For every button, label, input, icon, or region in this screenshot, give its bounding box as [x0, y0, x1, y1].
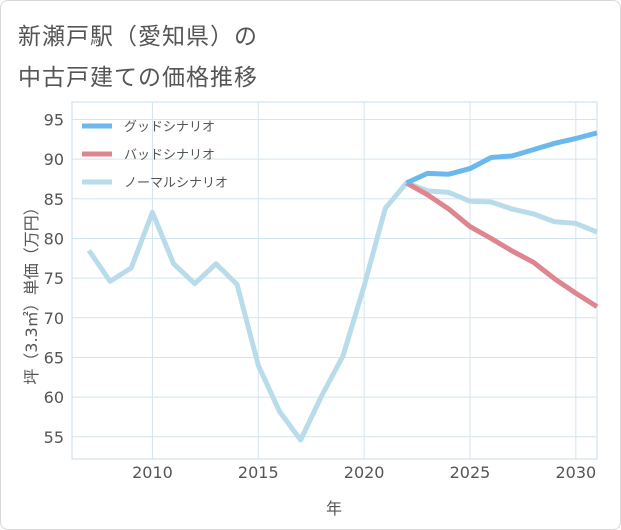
legend-label-2: ノーマルシナリオ	[124, 176, 228, 191]
y-tick-label: 55	[44, 428, 64, 447]
y-tick-label: 70	[44, 309, 64, 328]
series-lines	[86, 130, 599, 443]
x-tick-label: 2025	[450, 463, 491, 482]
x-tick-label: 2020	[344, 463, 385, 482]
x-tick-label: 2010	[132, 463, 173, 482]
x-tick-label: 2015	[238, 463, 279, 482]
y-tick-label: 85	[44, 190, 64, 209]
y-tick-label: 75	[44, 269, 64, 288]
y-tick-label: 90	[44, 150, 64, 169]
y-tick-label: 60	[44, 388, 64, 407]
x-tick-label: 2030	[555, 463, 596, 482]
y-axis-title: 坪（3.3㎡）単価（万円）	[22, 199, 41, 384]
plot-area-border	[71, 101, 598, 460]
grid	[72, 102, 597, 459]
chart-title-line1: 新瀬戸駅（愛知県）の	[18, 24, 258, 50]
series-line-2	[86, 180, 598, 443]
series-line-0	[405, 130, 598, 186]
x-ticks: 2010 2015 2020 2025 2030	[132, 463, 596, 482]
chart-title-line2: 中古戸建ての価格推移	[18, 65, 258, 91]
legend-label-0: グッドシナリオ	[124, 120, 215, 135]
y-tick-label: 95	[44, 110, 64, 129]
y-tick-label: 80	[44, 229, 64, 248]
series-line-1	[405, 180, 599, 309]
legend-label-1: バッドシナリオ	[124, 148, 215, 163]
x-axis-title: 年	[326, 499, 342, 518]
y-ticks: 55 60 65 70 75 80 85 90 95	[44, 110, 64, 446]
y-tick-label: 65	[44, 348, 64, 367]
